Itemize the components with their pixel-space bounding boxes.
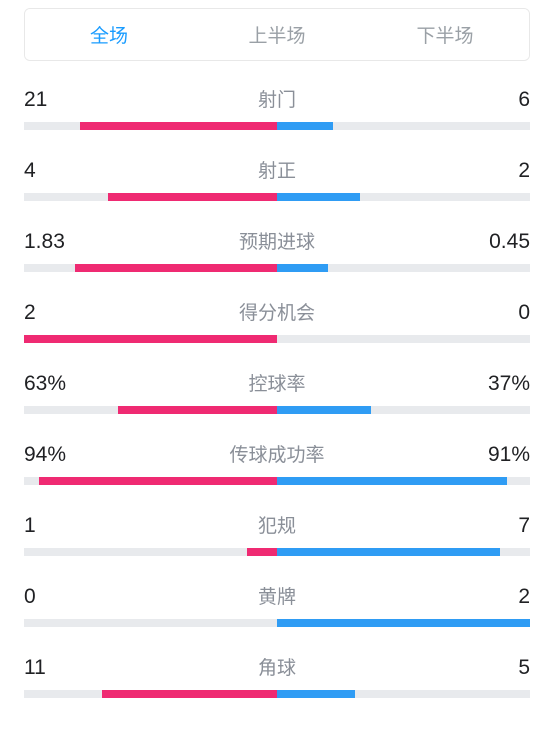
bar-home-fill: [39, 477, 277, 485]
bar-home-track: [24, 122, 277, 130]
stat-label: 预期进球: [74, 227, 480, 254]
bar-home-track: [24, 690, 277, 698]
stat-home-value: 1.83: [24, 230, 74, 254]
bar-home-track: [24, 406, 277, 414]
stat-away-value: 37%: [480, 372, 530, 396]
bar-home-track: [24, 548, 277, 556]
stat-home-value: 21: [24, 88, 74, 112]
stat-away-value: 7: [480, 514, 530, 538]
bar-home-fill: [108, 193, 278, 201]
bar-home-fill: [24, 335, 277, 343]
bar-home-fill: [247, 548, 277, 556]
bar-away-fill: [277, 619, 530, 627]
stat-values: 1.83预期进球0.45: [24, 227, 530, 254]
stat-bar: [24, 477, 530, 485]
stat-bar: [24, 264, 530, 272]
stat-away-value: 2: [480, 585, 530, 609]
stat-bar: [24, 335, 530, 343]
stat-values: 11角球5: [24, 653, 530, 680]
stat-home-value: 94%: [24, 443, 74, 467]
stat-away-value: 6: [480, 88, 530, 112]
stat-away-value: 0.45: [480, 230, 530, 254]
stat-values: 4射正2: [24, 156, 530, 183]
bar-away-track: [277, 406, 530, 414]
bar-away-track: [277, 477, 530, 485]
bar-away-track: [277, 548, 530, 556]
stat-label: 射正: [74, 156, 480, 183]
stat-away-value: 91%: [480, 443, 530, 467]
stat-home-value: 1: [24, 514, 74, 538]
stat-label: 角球: [74, 653, 480, 680]
stat-label: 犯规: [74, 511, 480, 538]
bar-away-track: [277, 264, 530, 272]
stat-label: 传球成功率: [74, 440, 480, 467]
bar-home-track: [24, 193, 277, 201]
bar-away-track: [277, 193, 530, 201]
stat-away-value: 0: [480, 301, 530, 325]
period-tabs: 全场 上半场 下半场: [24, 8, 530, 61]
stat-bar: [24, 122, 530, 130]
stat-row: 4射正2: [24, 156, 530, 201]
bar-home-fill: [75, 264, 277, 272]
bar-away-track: [277, 690, 530, 698]
stats-container: 全场 上半场 下半场 21射门64射正21.83预期进球0.452得分机会063…: [0, 0, 554, 698]
stat-values: 2得分机会0: [24, 298, 530, 325]
stat-home-value: 11: [24, 656, 74, 680]
bar-away-fill: [277, 548, 500, 556]
stats-list: 21射门64射正21.83预期进球0.452得分机会063%控球率37%94%传…: [24, 85, 530, 698]
stat-away-value: 5: [480, 656, 530, 680]
stat-label: 控球率: [74, 369, 480, 396]
tab-second-half[interactable]: 下半场: [361, 9, 529, 60]
tab-full[interactable]: 全场: [25, 9, 193, 60]
bar-away-fill: [277, 690, 355, 698]
bar-away-fill: [277, 406, 371, 414]
bar-away-track: [277, 619, 530, 627]
stat-home-value: 0: [24, 585, 74, 609]
stat-bar: [24, 619, 530, 627]
bar-home-fill: [118, 406, 277, 414]
stat-bar: [24, 193, 530, 201]
bar-away-track: [277, 335, 530, 343]
stat-row: 0黄牌2: [24, 582, 530, 627]
bar-home-track: [24, 477, 277, 485]
stat-row: 2得分机会0: [24, 298, 530, 343]
tab-first-half[interactable]: 上半场: [193, 9, 361, 60]
stat-away-value: 2: [480, 159, 530, 183]
stat-home-value: 2: [24, 301, 74, 325]
bar-away-fill: [277, 264, 328, 272]
stat-row: 63%控球率37%: [24, 369, 530, 414]
stat-label: 射门: [74, 85, 480, 112]
bar-home-fill: [102, 690, 277, 698]
stat-values: 63%控球率37%: [24, 369, 530, 396]
stat-values: 21射门6: [24, 85, 530, 112]
stat-values: 94%传球成功率91%: [24, 440, 530, 467]
bar-home-fill: [80, 122, 277, 130]
bar-away-fill: [277, 477, 507, 485]
stat-row: 21射门6: [24, 85, 530, 130]
bar-away-fill: [277, 193, 360, 201]
stat-home-value: 63%: [24, 372, 74, 396]
stat-row: 1犯规7: [24, 511, 530, 556]
stat-bar: [24, 690, 530, 698]
stat-row: 11角球5: [24, 653, 530, 698]
stat-label: 得分机会: [74, 298, 480, 325]
bar-away-fill: [277, 122, 333, 130]
stat-label: 黄牌: [74, 582, 480, 609]
bar-home-track: [24, 264, 277, 272]
bar-home-track: [24, 335, 277, 343]
stat-row: 1.83预期进球0.45: [24, 227, 530, 272]
stat-bar: [24, 548, 530, 556]
stat-home-value: 4: [24, 159, 74, 183]
bar-home-track: [24, 619, 277, 627]
stat-row: 94%传球成功率91%: [24, 440, 530, 485]
bar-away-track: [277, 122, 530, 130]
stat-values: 1犯规7: [24, 511, 530, 538]
stat-bar: [24, 406, 530, 414]
stat-values: 0黄牌2: [24, 582, 530, 609]
